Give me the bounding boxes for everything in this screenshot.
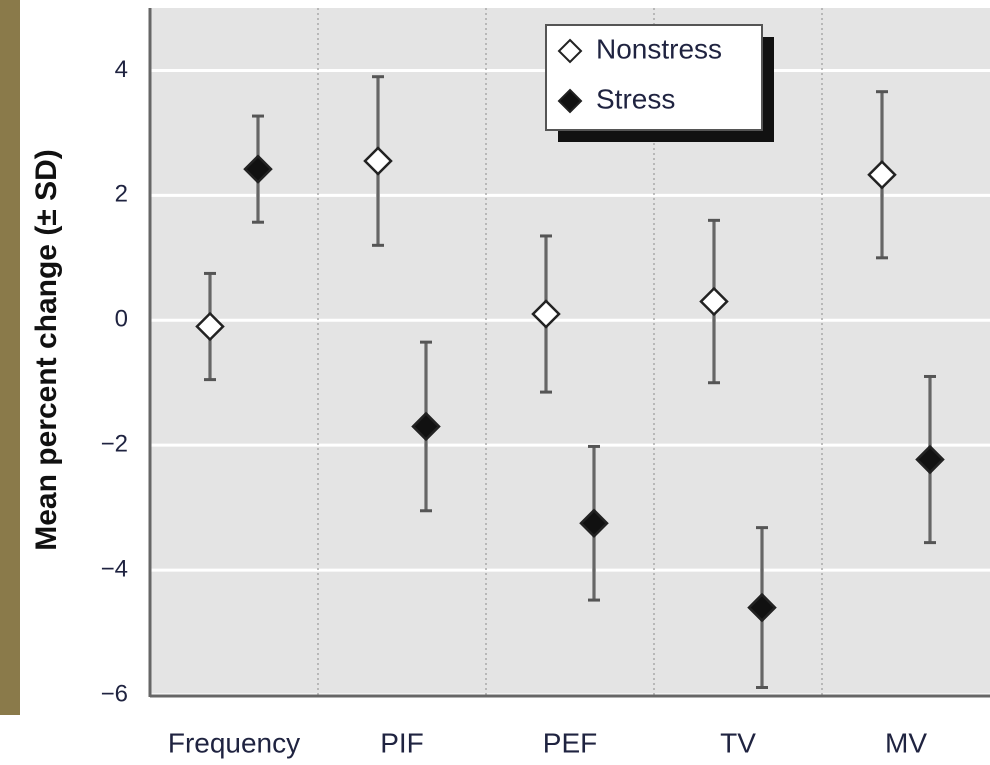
marker [531,299,561,329]
legend-marker [557,88,583,114]
marker [867,159,897,190]
photo-edge [0,0,20,715]
y-tick-label: −2 [101,431,128,458]
marker [243,154,273,184]
y-tick-label: 2 [115,181,128,208]
y-axis-label: Mean percent change (± SD) [30,149,63,551]
marker [747,592,777,623]
y-tick-label: −6 [101,680,128,707]
x-tick-label: MV [885,727,927,758]
marker [699,286,729,317]
x-tick-label: PEF [543,727,597,758]
y-tick-label: −4 [101,555,128,582]
x-tick-label: Frequency [168,727,300,758]
legend: Nonstress Stress [545,24,774,142]
x-tick-label: TV [720,727,756,758]
legend-marker [557,38,583,64]
marker [363,146,393,176]
marker [411,411,441,442]
marker [915,444,945,475]
y-tick-label: 4 [115,56,128,83]
marker [195,311,225,342]
y-tick-label: 0 [115,306,128,333]
legend-label: Stress [596,83,675,114]
x-tick-label: PIF [380,727,424,758]
marker [579,508,609,539]
marks [195,75,945,690]
legend-box [545,24,763,131]
legend-label: Nonstress [596,33,722,64]
